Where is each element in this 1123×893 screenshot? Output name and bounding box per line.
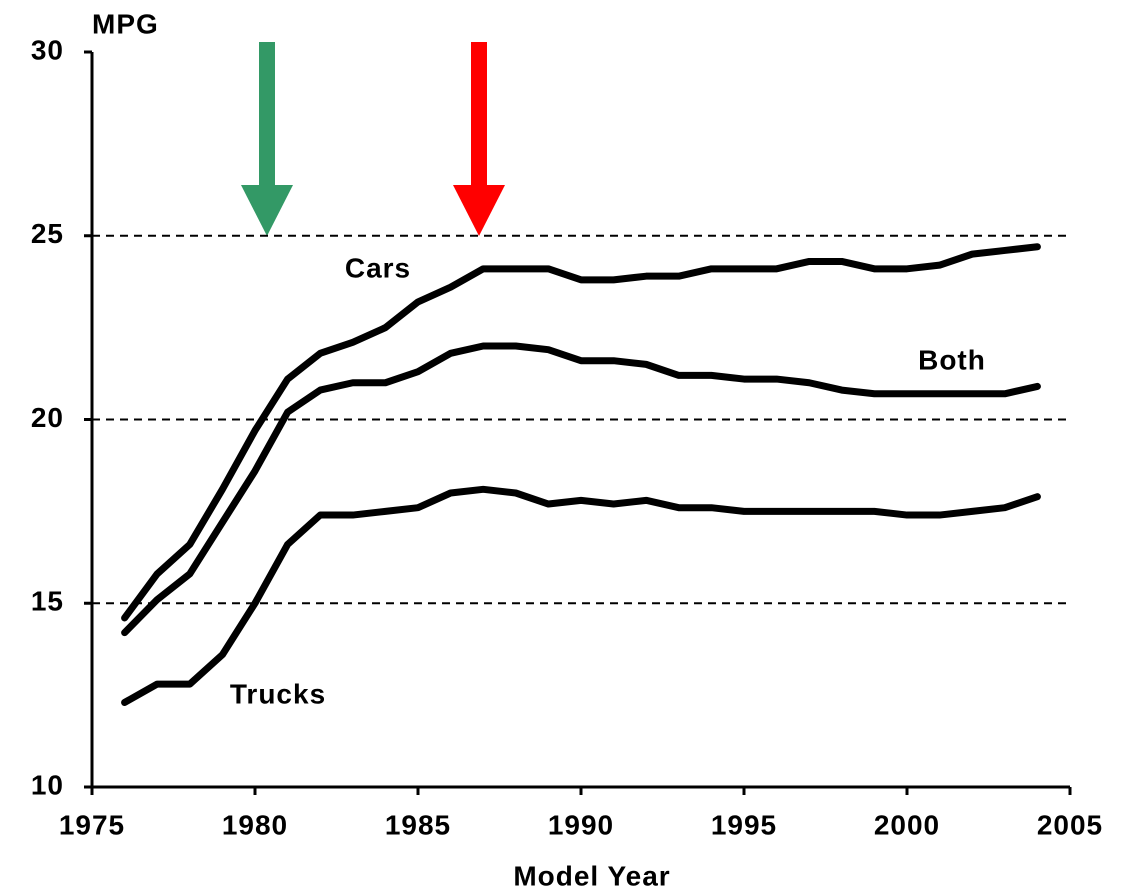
x-axis-label: Model Year	[513, 860, 670, 891]
y-tick-label: 10	[31, 769, 64, 800]
y-tick-label: 20	[31, 402, 64, 433]
x-tick-label: 2005	[1037, 809, 1103, 840]
y-tick-label: 25	[31, 218, 64, 249]
series-line	[121, 485, 1041, 706]
x-tick-label: 1985	[385, 809, 451, 840]
series-label: Both	[918, 344, 986, 375]
x-tick-label: 1975	[59, 809, 125, 840]
y-axis-label: MPG	[92, 8, 159, 39]
y-tick-label: 30	[31, 34, 64, 65]
red-arrow	[453, 42, 505, 236]
x-tick-label: 1980	[222, 809, 288, 840]
x-tick-label: 1995	[711, 809, 777, 840]
series-line	[121, 243, 1041, 622]
y-tick-label: 15	[31, 586, 64, 617]
green-arrow	[241, 42, 293, 236]
series-label: Cars	[345, 252, 411, 283]
series-label: Trucks	[230, 678, 326, 709]
x-tick-label: 1990	[548, 809, 614, 840]
x-tick-label: 2000	[874, 809, 940, 840]
series-line	[121, 342, 1041, 637]
